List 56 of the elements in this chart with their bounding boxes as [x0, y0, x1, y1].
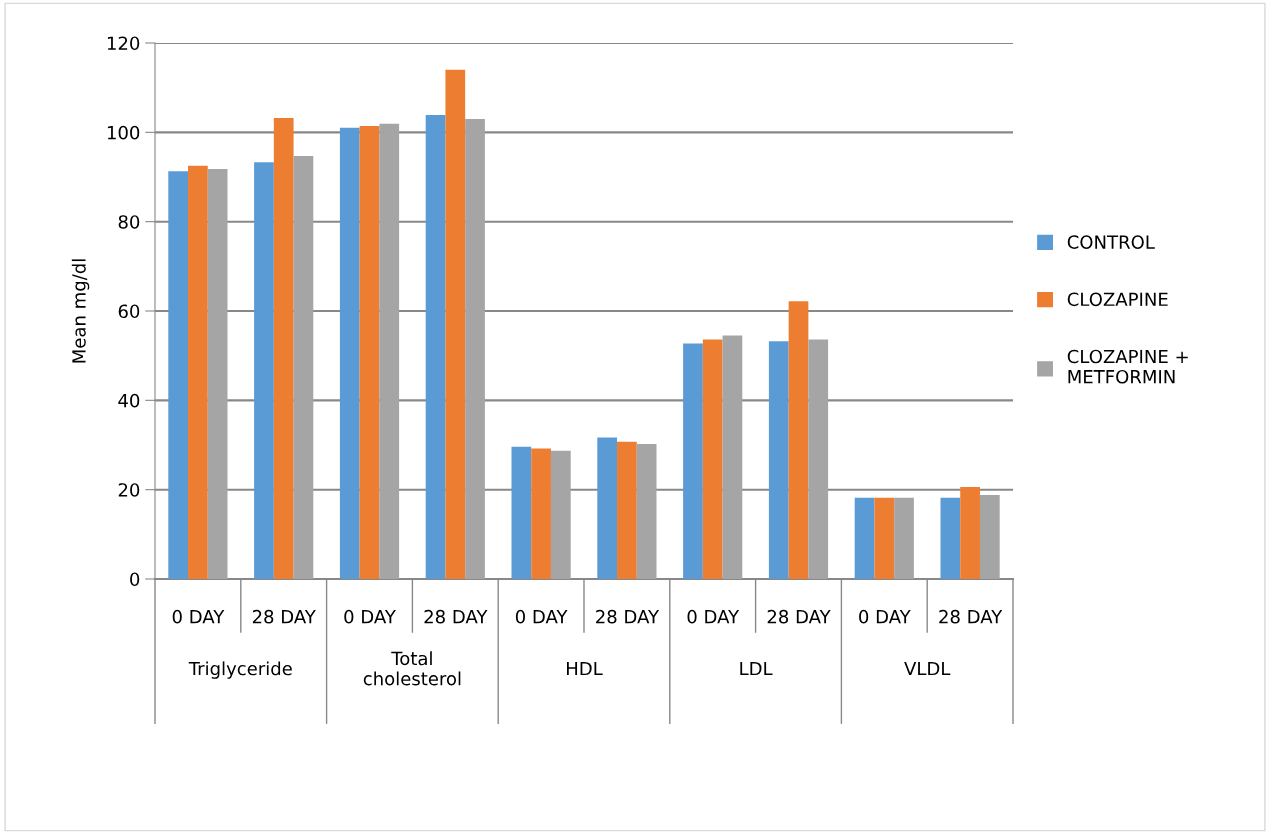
- bar: [293, 156, 314, 579]
- bar: [168, 171, 189, 579]
- text: HDL: [567, 661, 603, 676]
- x-tick-label: 28 DAY: [767, 609, 831, 624]
- bar: [940, 497, 961, 579]
- bar: [894, 497, 914, 579]
- y-tick-label: 80: [118, 215, 140, 229]
- y-axis-title: Mean mg/dl: [71, 259, 90, 363]
- y-tick-label: 0: [130, 572, 140, 587]
- bar: [359, 126, 380, 579]
- x-tick-label: 28 DAY: [252, 609, 316, 624]
- bar: [254, 162, 274, 579]
- bar: [531, 448, 551, 579]
- y-tick-label: 100: [107, 125, 140, 140]
- bar: [339, 127, 360, 579]
- bar: [511, 446, 532, 579]
- bar: [465, 118, 485, 579]
- text: LDL: [740, 661, 773, 676]
- text: Total cholesterol: [363, 651, 461, 686]
- y-tick-label: 20: [118, 483, 140, 497]
- bar: [874, 497, 895, 579]
- y-tick-label: 120: [107, 36, 140, 51]
- x-tick-label: 0 DAY: [515, 609, 568, 624]
- x-tick-label: 0 DAY: [344, 609, 396, 624]
- x-tick-label: 0 DAY: [687, 609, 740, 624]
- bar: [207, 168, 228, 579]
- bar: [722, 335, 743, 579]
- y-tick-label: 40: [118, 393, 140, 408]
- x-tick-label: 28 DAY: [939, 609, 1003, 624]
- bar: [597, 437, 618, 579]
- legend-label: CLOZAPINE + METFORMIN: [1067, 349, 1188, 384]
- text: VLDL: [904, 661, 951, 676]
- y-tick-label: 60: [118, 304, 140, 319]
- bar: [768, 341, 789, 579]
- bar: [960, 486, 980, 579]
- bar: [683, 343, 703, 579]
- bar: [425, 114, 446, 579]
- bar: [379, 123, 400, 579]
- x-tick-label: 0 DAY: [172, 609, 225, 624]
- bar: [854, 497, 875, 579]
- bar: [636, 444, 657, 579]
- bar: [273, 118, 294, 579]
- bar: [788, 301, 809, 579]
- bar: [445, 69, 466, 579]
- x-tick-label: 28 DAY: [596, 609, 660, 624]
- legend-label: CONTROL: [1067, 235, 1155, 249]
- bar: [617, 441, 637, 579]
- bar: [188, 165, 208, 579]
- x-tick-label: 28 DAY: [424, 609, 488, 624]
- bar: [808, 339, 829, 579]
- bar: [550, 450, 571, 579]
- bar: [702, 339, 723, 579]
- legend-label: CLOZAPINE: [1067, 292, 1168, 307]
- x-tick-label: 0 DAY: [859, 609, 911, 624]
- bar: [979, 495, 1000, 579]
- text: Triglyceride: [188, 661, 292, 679]
